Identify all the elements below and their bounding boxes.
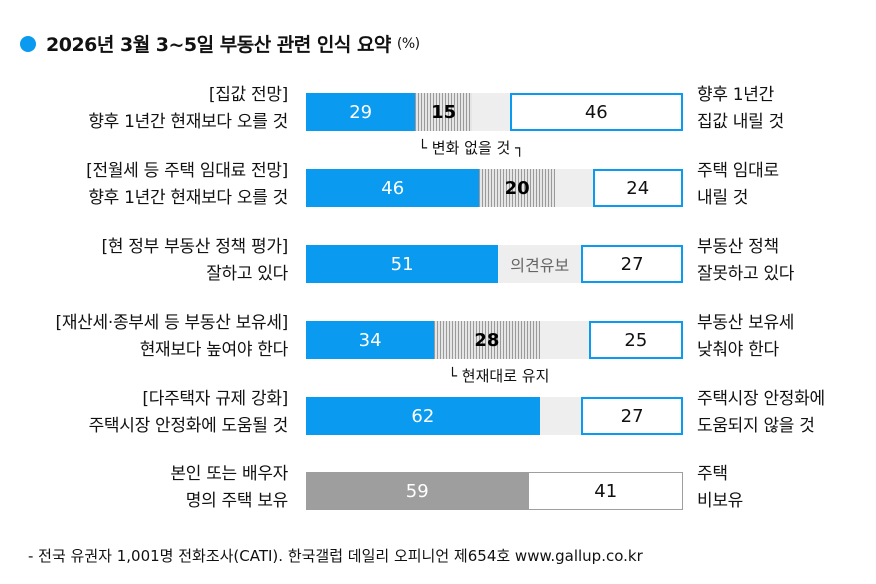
left-label: [재산세·종부세 등 부동산 보유세] 현재보다 높여야 한다 <box>56 310 289 364</box>
right-label-line: 부동산 정책 <box>697 237 779 257</box>
left-label-line: [현 정부 부동산 정책 평가] <box>101 237 289 257</box>
bar-segment-secondary: 25 <box>588 321 683 359</box>
title-text: 2026년 3월 3~5일 부동산 관련 인식 요약 <box>46 34 391 56</box>
left-label-line: 향후 1년간 현재보다 오를 것 <box>88 188 288 208</box>
right-label-line: 부동산 보유세 <box>697 313 795 333</box>
left-label-line: [다주택자 규제 강화] <box>142 389 288 409</box>
unit-label: (%) <box>396 35 420 52</box>
stacked-bar: 46 20 24 <box>306 169 683 207</box>
annotation-keep: └ 현재대로 유지 <box>448 367 550 385</box>
footer-note: - 전국 유권자 1,001명 전화조사(CATI). 한국갤럽 데일리 오피니… <box>28 547 643 565</box>
right-label-line: 잘못하고 있다 <box>697 264 795 284</box>
right-label-line: 주택 임대로 <box>697 161 779 181</box>
left-label: [집값 전망] 향후 1년간 현재보다 오를 것 <box>88 82 288 136</box>
bar-segment-undecided: 의견유보 <box>510 256 570 275</box>
bar-segment-middle: 28 <box>434 321 540 359</box>
bar-segment-middle: 15 <box>415 93 472 131</box>
bar-segment-primary: 62 <box>306 397 540 435</box>
left-label-line: 잘하고 있다 <box>206 264 288 284</box>
bar-segment-middle: 20 <box>479 169 555 207</box>
chart-row: [전월세 등 주택 임대료 전망] 향후 1년간 현재보다 오를 것 주택 임대로… <box>0 158 876 218</box>
left-label-line: 향후 1년간 현재보다 오를 것 <box>88 112 288 132</box>
bar-segment-primary: 46 <box>306 169 480 207</box>
right-label-line: 비보유 <box>697 491 744 511</box>
right-label-line: 집값 내릴 것 <box>697 112 784 132</box>
stacked-bar: 51 의견유보 27 <box>306 245 683 283</box>
stacked-bar: 62 27 <box>306 397 683 435</box>
bar-segment-primary: 51 <box>306 245 499 283</box>
left-label-line: 주택시장 안정화에 도움될 것 <box>88 416 289 436</box>
right-label-line: 낮춰야 한다 <box>697 340 779 360</box>
right-label-line: 도움되지 않을 것 <box>697 416 815 436</box>
left-label: [현 정부 부동산 정책 평가] 잘하고 있다 <box>101 234 289 288</box>
left-label: [다주택자 규제 강화] 주택시장 안정화에 도움될 것 <box>88 386 289 440</box>
bar-segment-primary: 29 <box>306 93 416 131</box>
bar-segment-secondary: 46 <box>509 93 683 131</box>
right-label-line: 주택시장 안정화에 <box>697 389 825 409</box>
stacked-bar: 34 28 25 <box>306 321 683 359</box>
left-label-line: [전월세 등 주택 임대료 전망] <box>86 161 288 181</box>
left-label-line: 명의 주택 보유 <box>185 491 289 511</box>
right-label-line: 주택 <box>697 464 728 484</box>
left-label-line: 현재보다 높여야 한다 <box>139 340 289 360</box>
left-label: [전월세 등 주택 임대료 전망] 향후 1년간 현재보다 오를 것 <box>86 158 288 212</box>
bullet-icon <box>20 35 36 52</box>
bar-segment-secondary: 41 <box>528 472 683 510</box>
stacked-bar: 29 15 46 <box>306 93 683 131</box>
bar-segment-secondary: 27 <box>581 397 683 435</box>
right-label-line: 내릴 것 <box>697 188 749 208</box>
chart-title: 2026년 3월 3~5일 부동산 관련 인식 요약 (%) <box>20 30 420 57</box>
left-label-line: [재산세·종부세 등 부동산 보유세] <box>55 313 289 333</box>
annotation-no-change: └ 변화 없을 것 ┐ <box>418 139 525 157</box>
bar-segment-primary: 34 <box>306 321 435 359</box>
left-label-line: [집값 전망] <box>208 85 288 105</box>
bar-segment-primary: 59 <box>306 472 529 510</box>
bar-segment-secondary: 24 <box>592 169 683 207</box>
stacked-bar: 59 41 <box>306 472 683 510</box>
right-label-line: 향후 1년간 <box>697 85 774 105</box>
left-label-line: 본인 또는 배우자 <box>170 464 288 484</box>
bar-segment-secondary: 27 <box>581 245 683 283</box>
